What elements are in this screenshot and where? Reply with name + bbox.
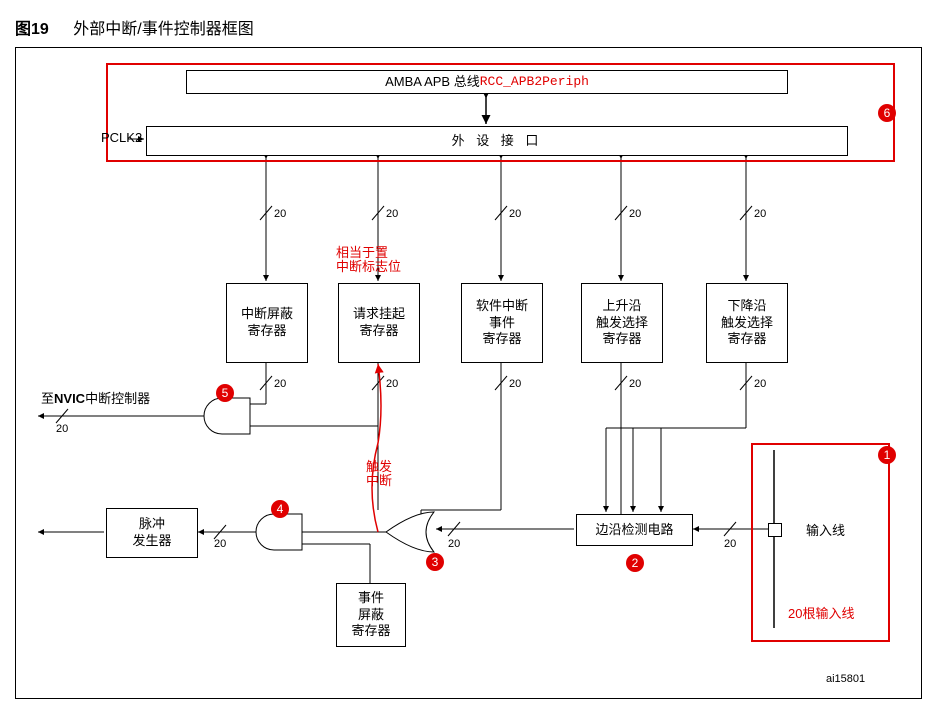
- nvic-label: 至NVIC中断控制器: [41, 388, 150, 407]
- reg-rising: 上升沿 触发选择 寄存器: [581, 283, 663, 363]
- bw20-4: 20: [629, 208, 641, 220]
- trigger-annot: 触发 中断: [366, 460, 392, 489]
- bw20-14: 20: [724, 538, 736, 550]
- sf1: 相当于置: [336, 245, 388, 260]
- bw20-2: 20: [386, 208, 398, 220]
- periph-box: 外 设 接 口: [146, 126, 848, 156]
- bw20-10: 20: [754, 378, 766, 390]
- bw20-3: 20: [509, 208, 521, 220]
- bw20-7: 20: [386, 378, 398, 390]
- bw20-6: 20: [274, 378, 286, 390]
- figure-ref: ai15801: [826, 673, 865, 685]
- figure-number: 图19: [15, 21, 49, 38]
- badge-5: 5: [216, 384, 234, 402]
- sf2: 中断标志位: [336, 259, 401, 274]
- nvic-txt1: 至: [41, 391, 54, 406]
- bw20-5: 20: [754, 208, 766, 220]
- inputline-label: 输入线: [806, 520, 845, 539]
- bw20-9: 20: [629, 378, 641, 390]
- bw20-12: 20: [214, 538, 226, 550]
- pclk-label: PCLK2: [101, 130, 142, 145]
- reg-int-mask: 中断屏蔽 寄存器: [226, 283, 308, 363]
- nvic-txt3: 中断控制器: [85, 391, 150, 406]
- r3l1: 软件中断: [462, 298, 542, 315]
- bus-box: AMBA APB 总线 RCC_APB2Periph: [186, 70, 788, 94]
- periph-label: 外 设 接 口: [147, 133, 847, 150]
- r2l1: 请求挂起: [339, 306, 419, 323]
- bus-annot: RCC_APB2Periph: [480, 74, 589, 91]
- bus-label: AMBA APB 总线: [385, 74, 480, 91]
- r5l1: 下降沿: [707, 298, 787, 315]
- r4l1: 上升沿: [582, 298, 662, 315]
- tr2: 中断: [366, 473, 392, 488]
- reg-falling: 下降沿 触发选择 寄存器: [706, 283, 788, 363]
- r4l2: 触发选择: [582, 315, 662, 332]
- diagram-canvas: AMBA APB 总线 RCC_APB2Periph 外 设 接 口 PCLK2…: [15, 47, 922, 699]
- bw20-8: 20: [509, 378, 521, 390]
- setflag-annot: 相当于置 中断标志位: [336, 246, 401, 275]
- r3l2: 事件: [462, 315, 542, 332]
- inputline-node: [768, 523, 782, 537]
- bw20-13: 20: [448, 538, 460, 550]
- r4l3: 寄存器: [582, 331, 662, 348]
- badge-3: 3: [426, 553, 444, 571]
- edge-lbl: 边沿检测电路: [577, 522, 692, 539]
- badge-4: 4: [271, 500, 289, 518]
- badge-6: 6: [878, 104, 896, 122]
- pgl1: 脉冲: [107, 516, 197, 533]
- reg-swint: 软件中断 事件 寄存器: [461, 283, 543, 363]
- r2l2: 寄存器: [339, 323, 419, 340]
- edge-detect-box: 边沿检测电路: [576, 514, 693, 546]
- figure-title: 外部中断/事件控制器框图: [73, 21, 253, 38]
- bw20-1: 20: [274, 208, 286, 220]
- event-mask-box: 事件 屏蔽 寄存器: [336, 583, 406, 647]
- r1l2: 寄存器: [227, 323, 307, 340]
- badge-2: 2: [626, 554, 644, 572]
- reg-pending: 请求挂起 寄存器: [338, 283, 420, 363]
- eml1: 事件: [337, 590, 405, 607]
- nvic-txt2: NVIC: [54, 391, 85, 406]
- eml2: 屏蔽: [337, 607, 405, 624]
- badge-1: 1: [878, 446, 896, 464]
- pulse-gen-box: 脉冲 发生器: [106, 508, 198, 558]
- tr1: 触发: [366, 459, 392, 474]
- r5l2: 触发选择: [707, 315, 787, 332]
- input20-label: 20根输入线: [788, 603, 854, 622]
- pgl2: 发生器: [107, 533, 197, 550]
- r3l3: 寄存器: [462, 331, 542, 348]
- r5l3: 寄存器: [707, 331, 787, 348]
- eml3: 寄存器: [337, 623, 405, 640]
- bw20-11: 20: [56, 423, 68, 435]
- r1l1: 中断屏蔽: [227, 306, 307, 323]
